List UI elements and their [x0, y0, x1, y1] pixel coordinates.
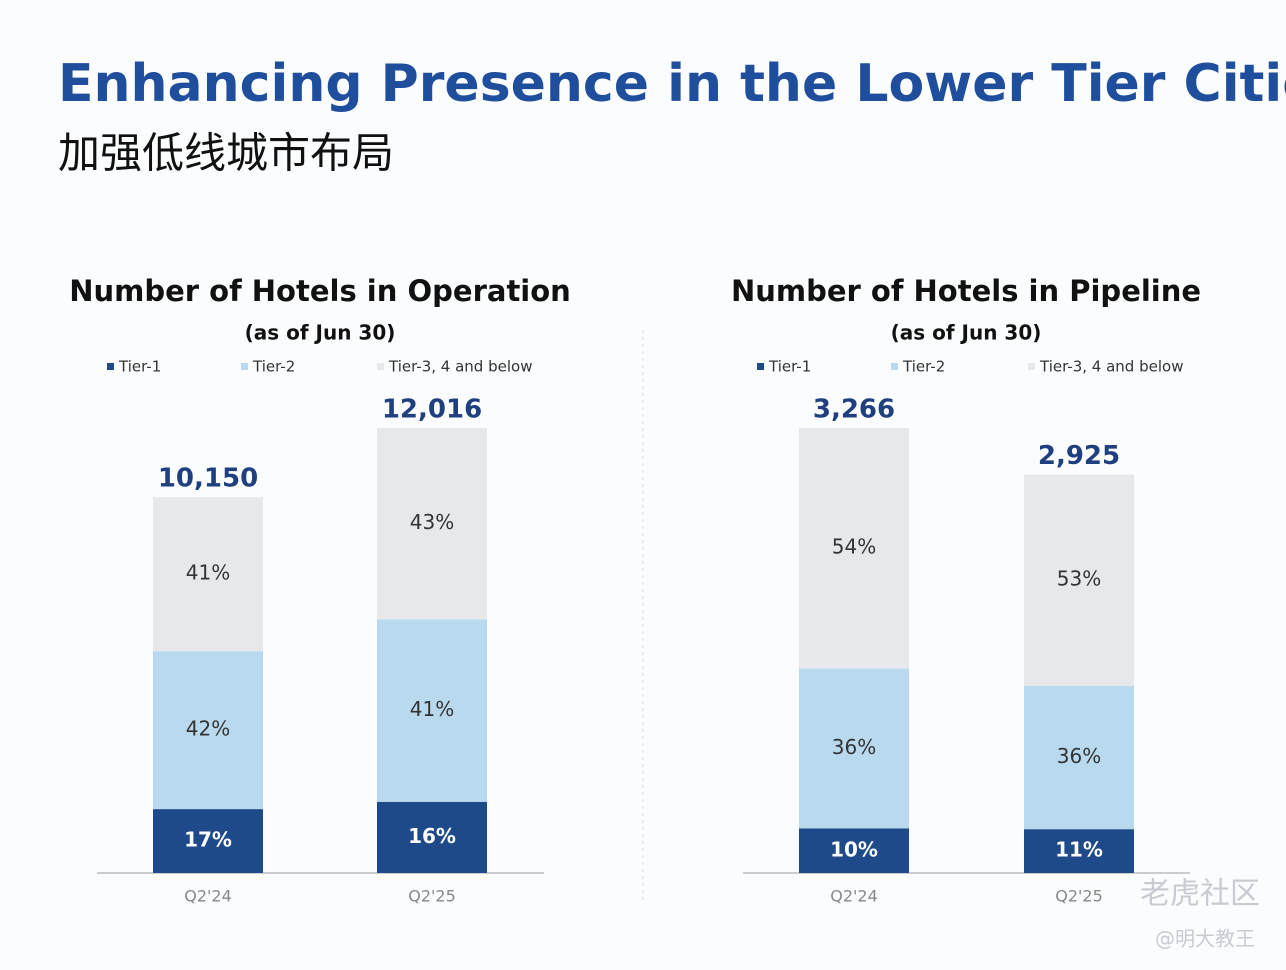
watermark: @明大教王: [1155, 927, 1255, 951]
segment-label: 16%: [408, 824, 456, 848]
x-tick-label: Q2'24: [830, 887, 878, 906]
x-tick-label: Q2'24: [184, 887, 232, 906]
legend-label: Tier-3, 4 and below: [388, 358, 532, 376]
segment-label: 41%: [186, 561, 230, 585]
segment-label: 53%: [1057, 567, 1101, 591]
x-tick-label: Q2'25: [1055, 887, 1103, 906]
segment-label: 42%: [186, 717, 230, 741]
watermark: 老虎社区: [1140, 877, 1260, 912]
legend-swatch: [1028, 363, 1035, 370]
total-label: 3,266: [813, 395, 895, 425]
total-label: 2,925: [1038, 441, 1120, 471]
legend-label: Tier-2: [252, 358, 295, 376]
segment-label: 36%: [1057, 744, 1101, 768]
bar-segment: [153, 809, 263, 873]
legend-swatch: [377, 363, 384, 370]
bar-segment: [799, 828, 909, 873]
bar-segment: [153, 651, 263, 810]
legend-label: Tier-3, 4 and below: [1039, 358, 1183, 376]
segment-label: 36%: [832, 735, 876, 759]
chart-subtitle: (as of Jun 30): [245, 321, 396, 345]
bar-segment: [153, 497, 263, 652]
segment-label: 11%: [1055, 838, 1103, 862]
bar-segment: [799, 428, 909, 669]
chart-subtitle: (as of Jun 30): [891, 321, 1042, 345]
segment-label: 17%: [184, 828, 232, 852]
legend-swatch: [757, 363, 764, 370]
chart-title: Number of Hotels in Operation: [69, 274, 571, 308]
bar-segment: [1024, 829, 1134, 873]
legend-swatch: [241, 363, 248, 370]
segment-label: 41%: [410, 697, 454, 721]
segment-label: 10%: [830, 837, 878, 861]
legend-label: Tier-1: [118, 358, 161, 376]
total-label: 12,016: [382, 395, 482, 425]
chart-title: Number of Hotels in Pipeline: [731, 274, 1201, 308]
slide-subtitle: 加强低线城市布局: [58, 129, 394, 178]
bar-segment: [377, 801, 487, 873]
legend-label: Tier-1: [768, 358, 811, 376]
bar-segment: [377, 428, 487, 620]
bar-segment: [799, 668, 909, 829]
slide-title: Enhancing Presence in the Lower Tier Cit…: [58, 54, 1286, 114]
x-tick-label: Q2'25: [408, 887, 456, 906]
bar-segment: [377, 619, 487, 802]
total-label: 10,150: [158, 464, 258, 494]
segment-label: 54%: [832, 535, 876, 559]
legend-swatch: [107, 363, 114, 370]
legend-swatch: [891, 363, 898, 370]
bar-segment: [1024, 685, 1134, 830]
legend-label: Tier-2: [902, 358, 945, 376]
bar-segment: [1024, 474, 1134, 686]
segment-label: 43%: [410, 510, 454, 534]
